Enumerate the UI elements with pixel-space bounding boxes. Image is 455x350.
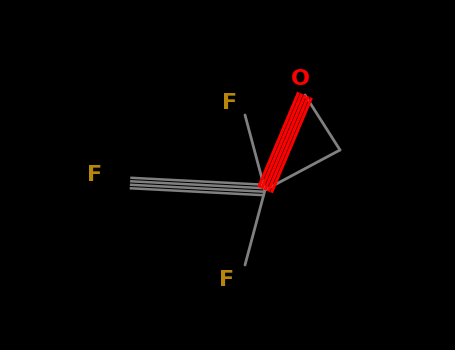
Text: O: O (290, 69, 309, 89)
Text: F: F (219, 270, 235, 290)
Text: F: F (222, 93, 238, 113)
Text: F: F (87, 165, 102, 185)
